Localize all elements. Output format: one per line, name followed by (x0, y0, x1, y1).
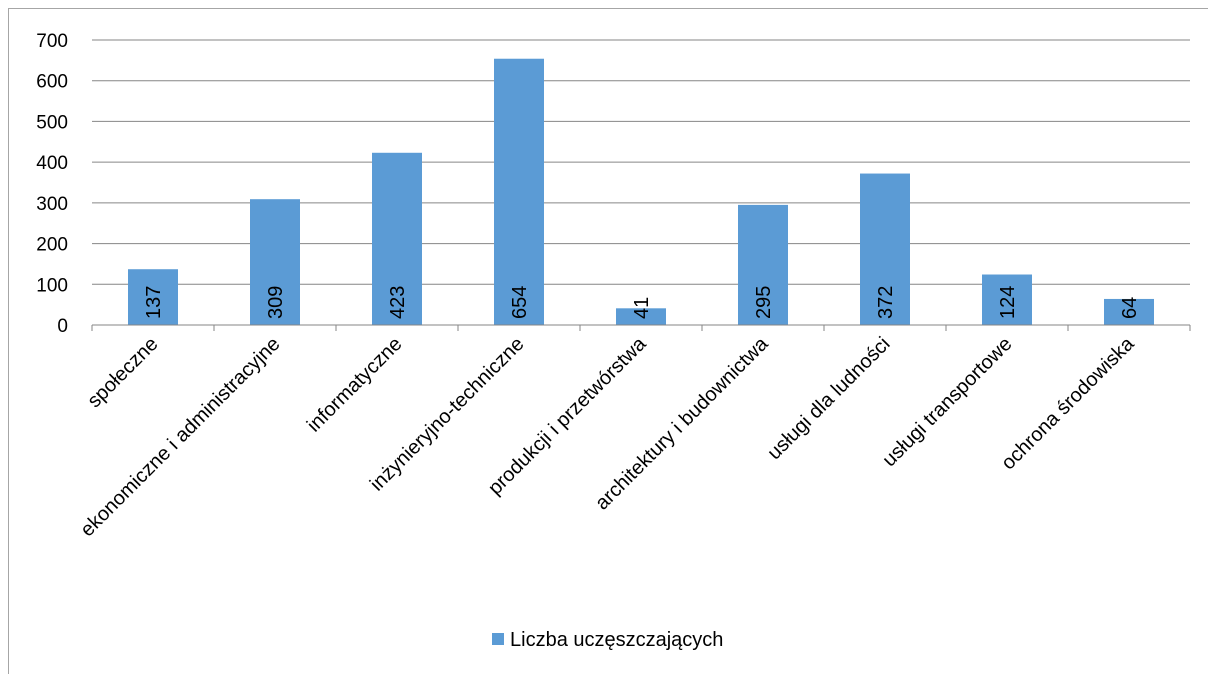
data-label: 423 (387, 286, 409, 319)
category-label: społeczne (83, 333, 162, 412)
gridlines (92, 39, 1190, 285)
bar (1104, 298, 1154, 325)
y-tick-label: 100 (36, 275, 68, 296)
data-label: 137 (143, 286, 165, 319)
legend-swatch (492, 633, 504, 645)
data-label: 372 (875, 286, 897, 319)
y-tick-label: 300 (36, 194, 68, 215)
data-label: 309 (265, 286, 287, 319)
y-tick-label: 500 (36, 112, 68, 133)
bar (616, 308, 666, 325)
data-label: 295 (753, 286, 775, 319)
bar (372, 152, 422, 325)
y-tick-label: 600 (36, 72, 68, 93)
data-label: 41 (631, 297, 653, 319)
category-label: usługi dla ludności (763, 333, 894, 464)
bar (860, 173, 910, 325)
category-label: informatyczne (303, 333, 407, 437)
bar (128, 269, 178, 325)
legend: Liczba uczęszczających (492, 629, 723, 651)
bars (128, 58, 1154, 325)
category-label: usługi transportowe (878, 333, 1016, 471)
data-labels: 137 309 423 654 41 295 372 124 64 (143, 286, 1141, 319)
y-tick-label: 0 (57, 316, 68, 337)
x-axis (91, 324, 1191, 331)
chart-frame (8, 8, 1208, 674)
bar (250, 199, 300, 325)
y-axis-ticks: 0 100 200 300 400 500 600 700 (36, 31, 68, 337)
y-tick-label: 700 (36, 31, 68, 52)
data-label: 124 (997, 286, 1019, 319)
category-label: ekonomiczne i administracyjne (76, 333, 284, 541)
bar (494, 58, 544, 325)
legend-label: Liczba uczęszczających (510, 629, 723, 651)
data-label: 64 (1119, 297, 1141, 319)
y-tick-label: 400 (36, 153, 68, 174)
category-label: ochrona środowiska (997, 332, 1139, 474)
data-label: 654 (509, 286, 531, 319)
y-tick-label: 200 (36, 235, 68, 256)
bar (738, 204, 788, 325)
bar (982, 274, 1032, 325)
